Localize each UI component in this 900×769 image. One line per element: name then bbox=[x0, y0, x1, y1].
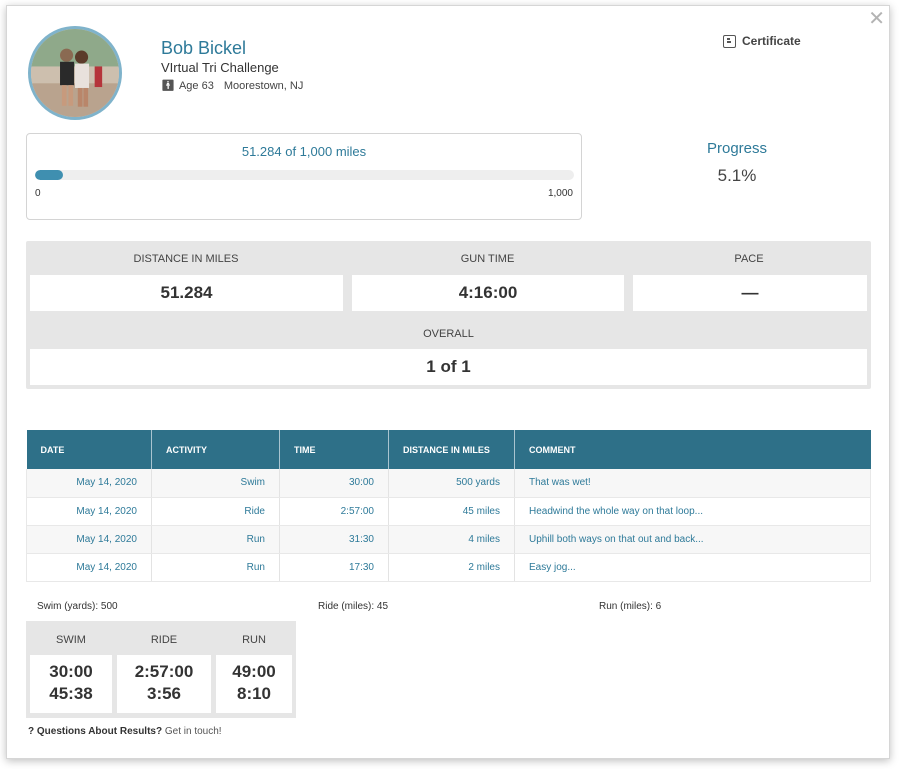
athlete-age: Age 63 bbox=[178, 79, 214, 92]
avatar bbox=[28, 26, 122, 120]
certificate-icon bbox=[723, 34, 736, 48]
row-activity: Run bbox=[151, 525, 280, 554]
split-run-box: 49:00 8:10 bbox=[216, 655, 292, 713]
questions-text: Questions About Results? bbox=[36, 726, 163, 737]
row-distance: 500 yards bbox=[388, 469, 515, 498]
results-modal: ✕ Bob Bickel VIrtual Tri Challenge 🚹︎ Ag… bbox=[6, 5, 890, 759]
progress-max-label: 1,000 bbox=[547, 188, 573, 199]
person-icon: 🚹︎ bbox=[161, 80, 175, 92]
progress-panel: 51.284 of 1,000 miles 0 1,000 bbox=[26, 133, 582, 220]
athlete-meta: 🚹︎ Age 63 Moorestown, NJ bbox=[161, 79, 304, 93]
close-x-icon[interactable]: ✕ bbox=[868, 6, 885, 30]
swim-total: Swim (yards): 500 bbox=[37, 601, 118, 612]
row-distance: 2 miles bbox=[388, 553, 515, 582]
results-table: DATE ACTIVITY TIME DISTANCE IN MILES COM… bbox=[26, 430, 871, 582]
gun-time-label: GUN TIME bbox=[460, 253, 515, 265]
row-comment: Easy jog... bbox=[514, 553, 871, 582]
row-date: May 14, 2020 bbox=[26, 553, 152, 582]
row-date: May 14, 2020 bbox=[26, 497, 152, 526]
question-mark-icon: ? bbox=[28, 726, 35, 737]
row-activity: Run bbox=[151, 553, 280, 582]
table-row: May 14, 2020 Run 31:30 4 miles Uphill bo… bbox=[26, 525, 871, 554]
overall-label: OVERALL bbox=[423, 328, 474, 340]
distance-label: DISTANCE IN MILES bbox=[133, 253, 239, 265]
split-ride-label: RIDE bbox=[150, 634, 178, 646]
row-time: 31:30 bbox=[279, 525, 389, 554]
run-total: Run (miles): 6 bbox=[599, 601, 662, 612]
split-swim-box: 30:00 45:38 bbox=[30, 655, 112, 713]
table-row: May 14, 2020 Ride 2:57:00 45 miles Headw… bbox=[26, 497, 871, 526]
table-row: May 14, 2020 Swim 30:00 500 yards That w… bbox=[26, 469, 871, 498]
progress-bar bbox=[35, 170, 574, 180]
row-activity: Ride bbox=[151, 497, 280, 526]
split-swim-label: SWIM bbox=[56, 634, 86, 646]
row-comment: That was wet! bbox=[514, 469, 871, 498]
row-distance: 4 miles bbox=[388, 525, 515, 554]
progress-bar-fill bbox=[35, 170, 63, 180]
split-ride-box: 2:57:00 3:56 bbox=[117, 655, 211, 713]
certificate-label: Certificate bbox=[742, 34, 801, 48]
get-in-touch-link[interactable]: Get in touch! bbox=[164, 726, 222, 737]
split-ride-pace: 3:56 bbox=[146, 684, 182, 703]
progress-percent: 5.1% bbox=[717, 166, 757, 185]
row-comment: Headwind the whole way on that loop... bbox=[514, 497, 871, 526]
col-comment: COMMENT bbox=[514, 430, 871, 469]
col-distance: DISTANCE IN MILES bbox=[388, 430, 515, 469]
gun-time-value: 4:16:00 bbox=[352, 275, 624, 311]
col-time: TIME bbox=[279, 430, 389, 469]
row-date: May 14, 2020 bbox=[26, 525, 152, 554]
split-swim-pace: 45:38 bbox=[49, 684, 93, 703]
row-date: May 14, 2020 bbox=[26, 469, 152, 498]
row-time: 30:00 bbox=[279, 469, 389, 498]
athlete-name: Bob Bickel bbox=[161, 38, 247, 58]
progress-title: Progress bbox=[706, 140, 768, 157]
pace-label: PACE bbox=[734, 253, 764, 265]
overall-value: 1 of 1 bbox=[30, 349, 867, 385]
col-activity: ACTIVITY bbox=[151, 430, 280, 469]
col-date: DATE bbox=[26, 430, 152, 469]
row-distance: 45 miles bbox=[388, 497, 515, 526]
split-run-label: RUN bbox=[242, 634, 266, 646]
split-run-time: 49:00 bbox=[232, 662, 276, 681]
distance-value: 51.284 bbox=[30, 275, 343, 311]
questions-footer: ? Questions About Results? Get in touch! bbox=[28, 726, 222, 737]
athlete-location: Moorestown, NJ bbox=[223, 79, 304, 92]
stats-panel: DISTANCE IN MILES GUN TIME PACE 51.284 4… bbox=[26, 241, 871, 389]
table-row: May 14, 2020 Run 17:30 2 miles Easy jog.… bbox=[26, 553, 871, 582]
athlete-photo bbox=[31, 29, 119, 117]
splits-panel: SWIM RIDE RUN 30:00 45:38 2:57:00 3:56 4… bbox=[26, 621, 296, 718]
progress-summary: Progress 5.1% bbox=[657, 140, 817, 186]
row-activity: Swim bbox=[151, 469, 280, 498]
row-time: 2:57:00 bbox=[279, 497, 389, 526]
pace-value: — bbox=[633, 275, 867, 311]
row-time: 17:30 bbox=[279, 553, 389, 582]
progress-text: 51.284 of 1,000 miles bbox=[241, 144, 367, 159]
split-swim-time: 30:00 bbox=[49, 662, 93, 681]
certificate-button[interactable]: Certificate bbox=[723, 34, 801, 48]
progress-min-label: 0 bbox=[35, 188, 41, 199]
event-name: VIrtual Tri Challenge bbox=[161, 60, 279, 75]
table-header-row: DATE ACTIVITY TIME DISTANCE IN MILES COM… bbox=[26, 430, 871, 469]
ride-total: Ride (miles): 45 bbox=[318, 601, 389, 612]
split-ride-time: 2:57:00 bbox=[134, 662, 194, 681]
split-run-pace: 8:10 bbox=[236, 684, 272, 703]
row-comment: Uphill both ways on that out and back... bbox=[514, 525, 871, 554]
